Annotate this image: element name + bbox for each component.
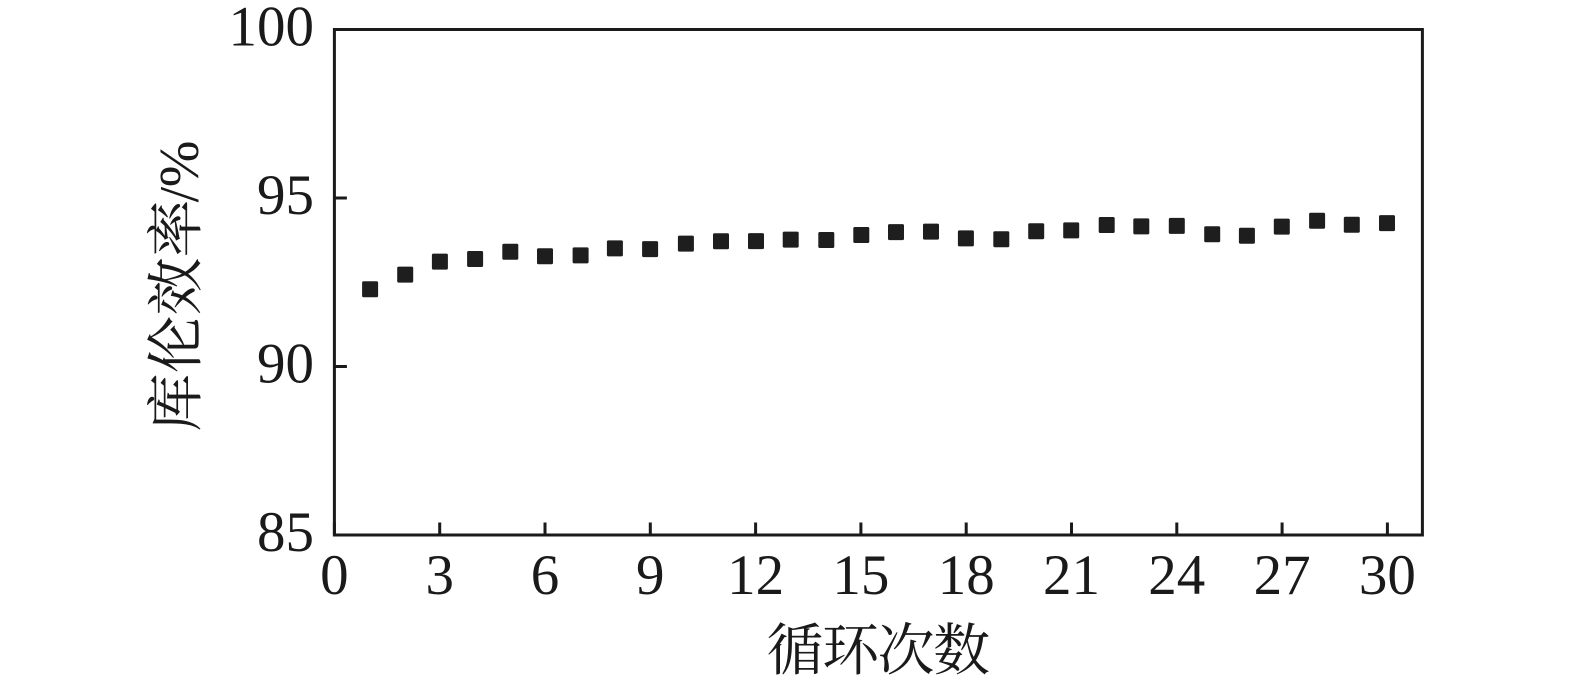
svg-text:24: 24	[1148, 544, 1205, 607]
svg-text:9: 9	[636, 544, 665, 607]
svg-text:3: 3	[425, 544, 454, 607]
svg-text:12: 12	[727, 544, 784, 607]
svg-text:95: 95	[257, 164, 314, 227]
svg-text:18: 18	[938, 544, 995, 607]
svg-text:30: 30	[1359, 544, 1416, 607]
svg-text:90: 90	[257, 333, 314, 396]
svg-text:/: /	[149, 186, 211, 202]
svg-text:27: 27	[1254, 544, 1311, 607]
svg-text:6: 6	[531, 544, 560, 607]
svg-text:85: 85	[257, 501, 314, 564]
svg-text:100: 100	[229, 0, 315, 59]
svg-text:%: %	[149, 141, 211, 188]
svg-text:15: 15	[832, 544, 889, 607]
svg-text:21: 21	[1043, 544, 1100, 607]
svg-text:0: 0	[320, 544, 349, 607]
